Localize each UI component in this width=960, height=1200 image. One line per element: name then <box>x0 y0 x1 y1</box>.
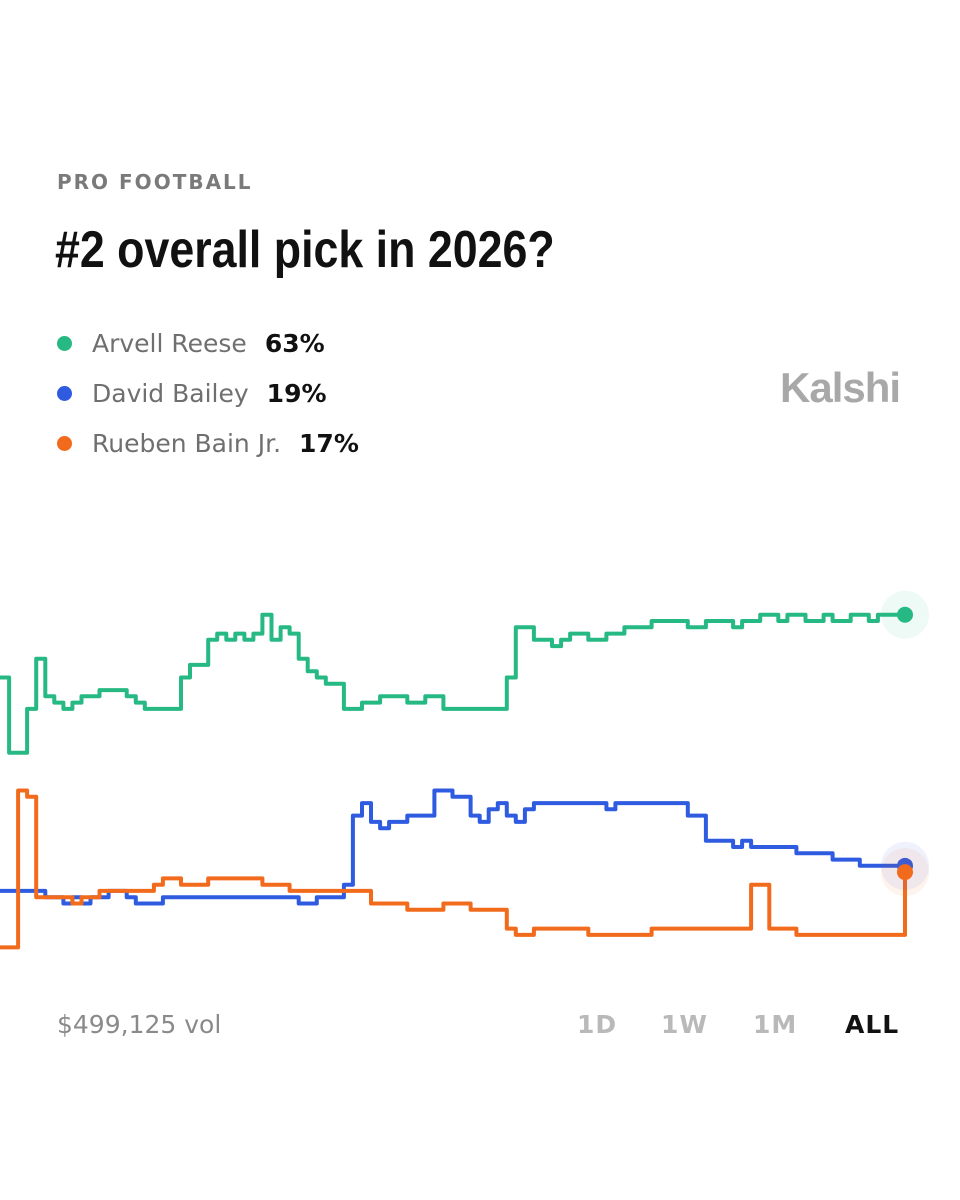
volume-label: $499,125 vol <box>57 1010 222 1039</box>
series-line-2 <box>0 788 907 950</box>
chart-legend: Arvell Reese 63% David Bailey 19% Rueben… <box>57 318 359 468</box>
legend-item-david-bailey[interactable]: David Bailey 19% <box>57 368 359 418</box>
market-category: PRO FOOTBALL <box>57 170 253 194</box>
kalshi-logo: Kalshi <box>780 364 901 411</box>
endpoint-dot-0 <box>897 606 913 623</box>
legend-dot <box>57 385 72 401</box>
legend-percentage: 19% <box>266 378 327 408</box>
series-line-1 <box>0 788 905 906</box>
range-button-all[interactable]: ALL <box>845 1010 900 1039</box>
legend-name: David Bailey <box>92 378 249 408</box>
legend-percentage: 63% <box>264 328 325 358</box>
range-button-1w[interactable]: 1W <box>661 1010 708 1039</box>
legend-name: Arvell Reese <box>92 328 247 358</box>
series-line-0 <box>0 612 905 755</box>
legend-item-rueben-bain[interactable]: Rueben Bain Jr. 17% <box>57 418 359 468</box>
endpoint-dot-2 <box>897 864 913 881</box>
legend-item-arvell-reese[interactable]: Arvell Reese 63% <box>57 318 359 368</box>
legend-dot <box>57 335 72 351</box>
market-title: #2 overall pick in 2026? <box>55 221 555 279</box>
legend-name: Rueben Bain Jr. <box>92 428 282 458</box>
probability-line-chart <box>0 590 929 950</box>
time-range-selector: 1D 1W 1M ALL <box>0 1008 960 1048</box>
range-button-1d[interactable]: 1D <box>577 1010 618 1039</box>
range-button-1m[interactable]: 1M <box>753 1010 798 1039</box>
legend-dot <box>57 435 72 451</box>
legend-percentage: 17% <box>299 428 359 458</box>
